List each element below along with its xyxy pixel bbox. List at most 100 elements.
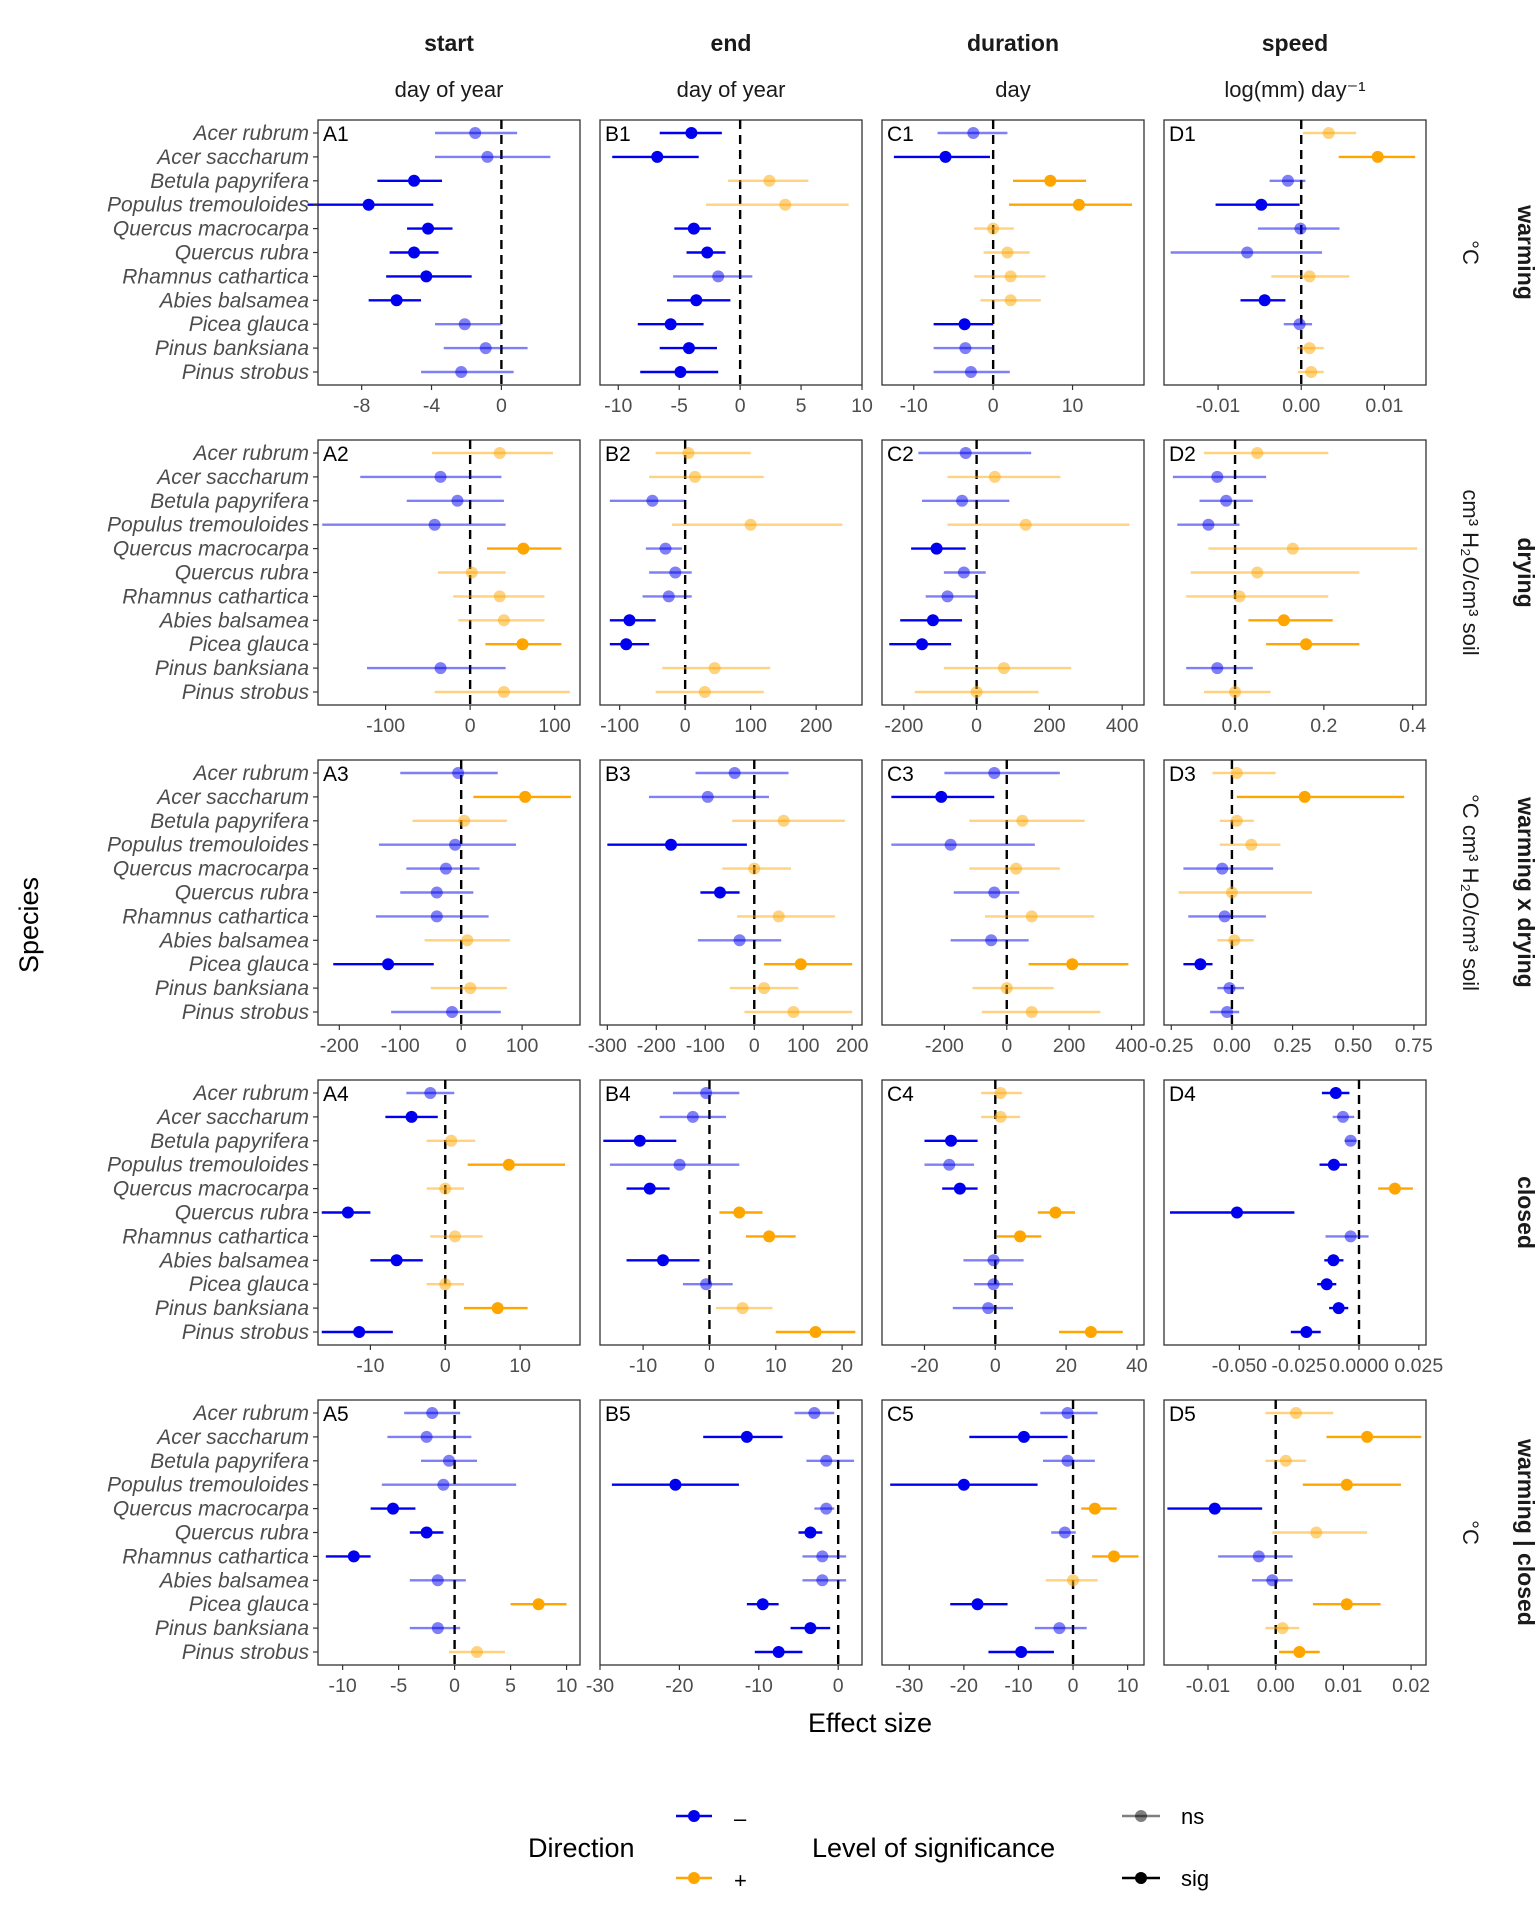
effect-point bbox=[1229, 686, 1242, 698]
effect-point bbox=[682, 342, 695, 355]
effect-point bbox=[1221, 1006, 1234, 1018]
x-tick-label: -20 bbox=[910, 1355, 938, 1377]
effect-point bbox=[420, 1430, 433, 1443]
species-label: Betula papyrifera bbox=[150, 1450, 309, 1473]
effect-point bbox=[1258, 294, 1271, 307]
x-tick-label: -200 bbox=[637, 1035, 676, 1057]
panel-frame bbox=[599, 1399, 863, 1666]
effect-point bbox=[651, 150, 664, 163]
effect-point bbox=[1049, 1206, 1062, 1219]
svg-text:sig: sig bbox=[1181, 1866, 1209, 1891]
effect-point bbox=[1019, 518, 1032, 531]
panel-label: B5 bbox=[605, 1403, 631, 1426]
effect-point bbox=[1327, 1254, 1340, 1267]
effect-point bbox=[657, 1254, 670, 1267]
effect-point bbox=[953, 1182, 966, 1195]
effect-point bbox=[987, 222, 1000, 235]
effect-point bbox=[493, 590, 506, 603]
effect-point bbox=[493, 447, 506, 459]
effect-point bbox=[669, 1478, 682, 1491]
effect-point bbox=[1088, 1502, 1101, 1515]
effect-point bbox=[1340, 1478, 1353, 1491]
column-headers: start day of year end day of year duration da… bbox=[395, 30, 1366, 102]
effect-point bbox=[1017, 1430, 1030, 1443]
effect-point bbox=[1010, 862, 1023, 875]
x-tick-label: 0.50 bbox=[1334, 1035, 1372, 1057]
x-tick-label: 0 bbox=[1001, 1035, 1012, 1057]
effect-point bbox=[1218, 910, 1231, 923]
species-label: Pinus banksiana bbox=[155, 657, 309, 680]
x-tick-label: 10 bbox=[851, 395, 873, 417]
effect-point bbox=[464, 982, 477, 995]
species-label: Picea glauca bbox=[189, 633, 309, 656]
effect-point bbox=[1230, 767, 1243, 779]
x-tick-label: -10 bbox=[629, 1355, 657, 1377]
x-tick-label: 0.75 bbox=[1395, 1035, 1433, 1057]
effect-point bbox=[443, 1454, 455, 1467]
effect-point bbox=[620, 638, 633, 651]
effect-point bbox=[820, 1454, 833, 1467]
species-label: Picea glauca bbox=[189, 1273, 309, 1296]
species-label: Acer rubrum bbox=[191, 762, 309, 785]
x-tick-label: 0 bbox=[1068, 1675, 1079, 1697]
x-tick-label: 0 bbox=[465, 715, 476, 737]
effect-point bbox=[669, 566, 682, 579]
x-tick-label: 0.0000 bbox=[1329, 1355, 1389, 1377]
effect-point bbox=[985, 934, 998, 947]
x-tick-label: 0 bbox=[833, 1675, 844, 1697]
effect-point bbox=[713, 886, 726, 899]
y-axis-label: Species bbox=[14, 877, 44, 973]
effect-point bbox=[809, 1326, 822, 1338]
effect-point bbox=[930, 542, 943, 555]
effect-point bbox=[1001, 246, 1014, 259]
panel-D3: D3 -0.25 0.00 0.25 0.50 0.75 bbox=[1149, 759, 1433, 1057]
x-tick-label: -5 bbox=[390, 1675, 407, 1697]
effect-point bbox=[662, 590, 675, 603]
species-label: Betula papyrifera bbox=[150, 490, 309, 513]
effect-point bbox=[646, 494, 659, 507]
x-tick-label: -100 bbox=[686, 1035, 725, 1057]
species-label: Pinus strobus bbox=[182, 1321, 310, 1344]
species-label: Quercus rubra bbox=[175, 1202, 309, 1225]
x-tick-label: -100 bbox=[381, 1035, 420, 1057]
effect-point bbox=[804, 1622, 817, 1635]
x-tick-label: 100 bbox=[506, 1035, 539, 1057]
effect-point bbox=[1230, 1206, 1243, 1219]
effect-point bbox=[700, 1278, 713, 1291]
x-tick-label: 0.00 bbox=[1257, 1675, 1295, 1697]
panel-B4: B4 -10 0 10 20 bbox=[599, 1079, 863, 1377]
effect-point bbox=[987, 1254, 1000, 1267]
svg-text:+: + bbox=[734, 1868, 747, 1893]
effect-point bbox=[1016, 814, 1029, 827]
species-label: Quercus macrocarpa bbox=[113, 1178, 309, 1201]
effect-point bbox=[1211, 662, 1224, 675]
effect-point bbox=[777, 814, 790, 827]
effect-point bbox=[1300, 1326, 1313, 1338]
effect-point bbox=[470, 1646, 483, 1658]
effect-point bbox=[431, 1622, 444, 1635]
panel-label: C3 bbox=[887, 763, 914, 786]
species-label: Pinus banksiana bbox=[155, 1297, 309, 1320]
panel-frame bbox=[599, 119, 863, 386]
effect-point bbox=[1107, 1550, 1120, 1563]
species-label: Abies balsamea bbox=[158, 1249, 309, 1272]
species-label: Acer saccharum bbox=[155, 786, 309, 809]
effect-point bbox=[1322, 127, 1335, 139]
species-label: Acer rubrum bbox=[191, 1402, 309, 1425]
effect-point bbox=[916, 638, 929, 651]
effect-point bbox=[458, 318, 471, 331]
x-tick-label: -20 bbox=[665, 1675, 693, 1697]
x-tick-label: -0.050 bbox=[1212, 1355, 1267, 1377]
column-title-end: end bbox=[711, 30, 752, 56]
effect-point bbox=[744, 518, 757, 531]
effect-point bbox=[685, 127, 698, 139]
effect-point bbox=[1015, 1646, 1028, 1658]
legend-direction-item: – bbox=[676, 1806, 747, 1831]
species-label: Abies balsamea bbox=[158, 1569, 309, 1592]
column-unit-speed: log(mm) day⁻¹ bbox=[1224, 77, 1365, 102]
effect-point bbox=[643, 1182, 656, 1195]
effect-point bbox=[362, 198, 375, 211]
row-title-3: warming x drying bbox=[1513, 796, 1536, 987]
effect-point bbox=[1303, 270, 1316, 283]
effect-point bbox=[1004, 294, 1017, 307]
